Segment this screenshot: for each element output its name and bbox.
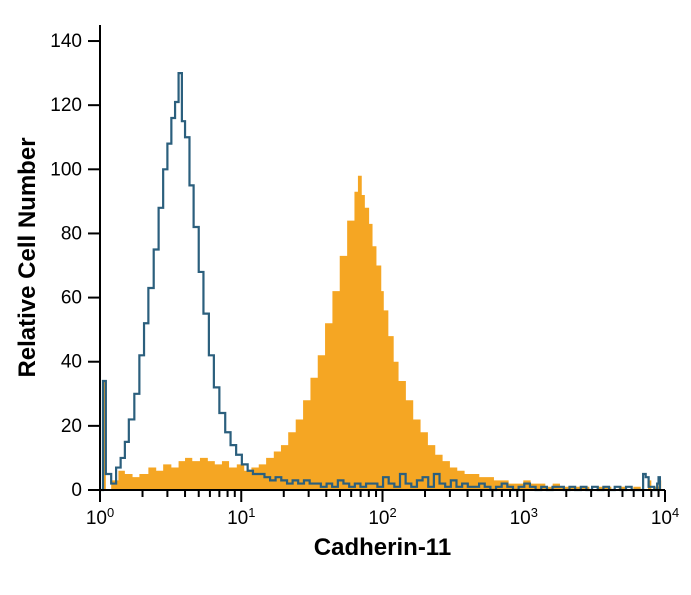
x-tick-label: 101 xyxy=(227,505,255,529)
y-tick-label: 0 xyxy=(71,480,82,501)
y-tick-label: 60 xyxy=(61,288,82,309)
x-axis-label: Cadherin-11 xyxy=(314,534,451,561)
x-tick-label: 102 xyxy=(368,505,396,529)
chart-svg: 0 20 40 60 80 100 120 140 100 101 102 103 104 Cadheri… xyxy=(0,0,691,595)
x-tick-label: 100 xyxy=(86,505,114,529)
x-tick-label: 104 xyxy=(651,505,679,529)
y-tick-label: 140 xyxy=(50,31,82,52)
y-axis-label: Relative Cell Number xyxy=(14,137,41,377)
y-tick-label: 120 xyxy=(50,95,82,116)
x-tick-label: 103 xyxy=(510,505,538,529)
y-tick-label: 20 xyxy=(61,416,82,437)
y-tick-label: 100 xyxy=(50,159,82,180)
y-tick-label: 80 xyxy=(61,223,82,244)
y-tick-label: 40 xyxy=(61,352,82,373)
flow-cytometry-histogram-chart: 0 20 40 60 80 100 120 140 100 101 102 103 104 Cadheri… xyxy=(0,0,691,595)
series-stained xyxy=(100,176,663,490)
